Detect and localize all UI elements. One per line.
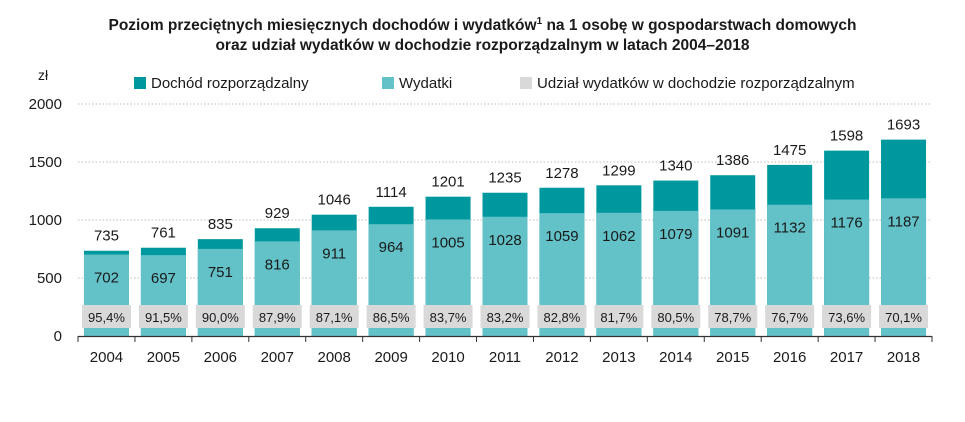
x-tick-label: 2015 bbox=[716, 349, 749, 366]
legend-label: Dochód rozporządzalny bbox=[151, 75, 309, 92]
x-tick-label: 2009 bbox=[374, 349, 407, 366]
expenses-value-label: 911 bbox=[322, 245, 346, 262]
income-value-label: 1475 bbox=[773, 142, 806, 159]
share-box bbox=[765, 305, 815, 328]
x-tick-label: 2004 bbox=[90, 349, 123, 366]
share-value-label: 78,7% bbox=[714, 310, 751, 325]
x-tick-label: 2008 bbox=[318, 349, 351, 366]
share-value-label: 91,5% bbox=[145, 310, 182, 325]
x-tick-label: 2018 bbox=[887, 349, 920, 366]
legend-swatch bbox=[520, 77, 532, 89]
y-tick-label: 1000 bbox=[29, 212, 62, 229]
income-value-label: 1340 bbox=[659, 158, 692, 175]
legend-swatch bbox=[382, 77, 394, 89]
x-tick-label: 2012 bbox=[545, 349, 578, 366]
footnote-mark: 1 bbox=[536, 16, 543, 27]
x-tick-label: 2010 bbox=[431, 349, 464, 366]
share-box bbox=[423, 305, 473, 328]
bars: 735 702 95,4% 761 697 91,5% 835 751 90,0% 929 816 8… bbox=[81, 117, 929, 336]
y-axis-label: zł bbox=[38, 67, 49, 83]
income-value-label: 929 bbox=[265, 205, 290, 222]
share-value-label: 82,8% bbox=[543, 310, 580, 325]
expenses-value-label: 1005 bbox=[431, 234, 464, 251]
income-value-label: 1598 bbox=[830, 128, 863, 145]
share-value-label: 86,5% bbox=[373, 310, 410, 325]
income-value-label: 1278 bbox=[545, 165, 578, 182]
x-tick-label: 2007 bbox=[261, 349, 294, 366]
expenses-value-label: 964 bbox=[379, 239, 404, 256]
share-value-label: 87,1% bbox=[316, 310, 353, 325]
x-tick-label: 2013 bbox=[602, 349, 635, 366]
expenses-value-label: 1132 bbox=[774, 220, 806, 237]
share-box bbox=[252, 305, 302, 328]
income-value-label: 1693 bbox=[887, 117, 920, 134]
share-value-label: 90,0% bbox=[202, 310, 239, 325]
share-value-label: 76,7% bbox=[771, 310, 808, 325]
share-box bbox=[480, 305, 530, 328]
share-box bbox=[537, 305, 587, 328]
expenses-value-label: 816 bbox=[265, 256, 290, 273]
legend-swatch bbox=[134, 77, 146, 89]
chart-title: Poziom przeciętnych miesięcznych dochodó… bbox=[0, 12, 965, 56]
expenses-value-label: 1187 bbox=[887, 213, 919, 230]
share-value-label: 81,7% bbox=[600, 310, 637, 325]
y-tick-label: 1500 bbox=[29, 154, 62, 171]
chart-title-line2: oraz udział wydatków w dochodzie rozporz… bbox=[215, 37, 750, 55]
share-value-label: 83,2% bbox=[487, 310, 524, 325]
share-value-label: 70,1% bbox=[885, 310, 922, 325]
share-value-label: 87,9% bbox=[259, 310, 296, 325]
x-tick-label: 2005 bbox=[147, 349, 180, 366]
x-tick-label: 2016 bbox=[773, 349, 806, 366]
share-box bbox=[195, 305, 245, 328]
y-axis: 0 500 1000 1500 2000 zł bbox=[29, 67, 62, 345]
share-box bbox=[594, 305, 644, 328]
share-value-label: 83,7% bbox=[430, 310, 467, 325]
legend: Dochód rozporządzalny Wydatki Udział wydat… bbox=[134, 75, 855, 92]
legend-label: Wydatki bbox=[399, 75, 452, 92]
x-tick-label: 2006 bbox=[204, 349, 237, 366]
expenses-value-label: 1079 bbox=[659, 226, 692, 243]
income-value-label: 761 bbox=[151, 225, 176, 242]
share-box bbox=[81, 305, 131, 328]
expenses-value-label: 1062 bbox=[602, 228, 635, 245]
expenses-value-label: 702 bbox=[94, 270, 119, 287]
expenses-value-label: 1059 bbox=[545, 228, 578, 245]
income-value-label: 835 bbox=[208, 216, 233, 233]
expenses-value-label: 1028 bbox=[488, 232, 521, 249]
share-box bbox=[822, 305, 872, 328]
share-value-label: 80,5% bbox=[657, 310, 694, 325]
y-tick-label: 2000 bbox=[29, 96, 62, 113]
expenses-value-label: 697 bbox=[151, 270, 176, 287]
expenses-value-label: 1176 bbox=[830, 215, 862, 232]
x-tick-label: 2011 bbox=[489, 349, 521, 366]
y-tick-label: 0 bbox=[54, 328, 62, 345]
income-value-label: 1386 bbox=[716, 152, 749, 169]
share-box bbox=[309, 305, 359, 328]
share-box bbox=[879, 305, 929, 328]
share-box bbox=[138, 305, 188, 328]
expenses-value-label: 1091 bbox=[716, 224, 749, 241]
legend-label: Udział wydatków w dochodzie rozporządzal… bbox=[537, 75, 855, 92]
x-tick-label: 2014 bbox=[659, 349, 692, 366]
y-tick-label: 500 bbox=[37, 270, 62, 287]
share-box bbox=[651, 305, 701, 328]
income-value-label: 1201 bbox=[431, 174, 464, 191]
share-value-label: 95,4% bbox=[88, 310, 125, 325]
share-box bbox=[366, 305, 416, 328]
share-box bbox=[708, 305, 758, 328]
income-value-label: 1114 bbox=[376, 184, 407, 201]
income-value-label: 1235 bbox=[488, 170, 521, 187]
share-value-label: 73,6% bbox=[828, 310, 865, 325]
x-tick-label: 2017 bbox=[830, 349, 863, 366]
income-value-label: 735 bbox=[94, 228, 119, 245]
income-value-label: 1046 bbox=[318, 192, 351, 209]
x-axis: 2004 2005 2006 2007 2008 2009 2010 2011 2012 2013… bbox=[77, 335, 933, 366]
expenses-value-label: 751 bbox=[208, 264, 233, 281]
chart-title-line1: Poziom przeciętnych miesięcznych dochodó… bbox=[108, 16, 857, 35]
income-value-label: 1299 bbox=[602, 162, 635, 179]
